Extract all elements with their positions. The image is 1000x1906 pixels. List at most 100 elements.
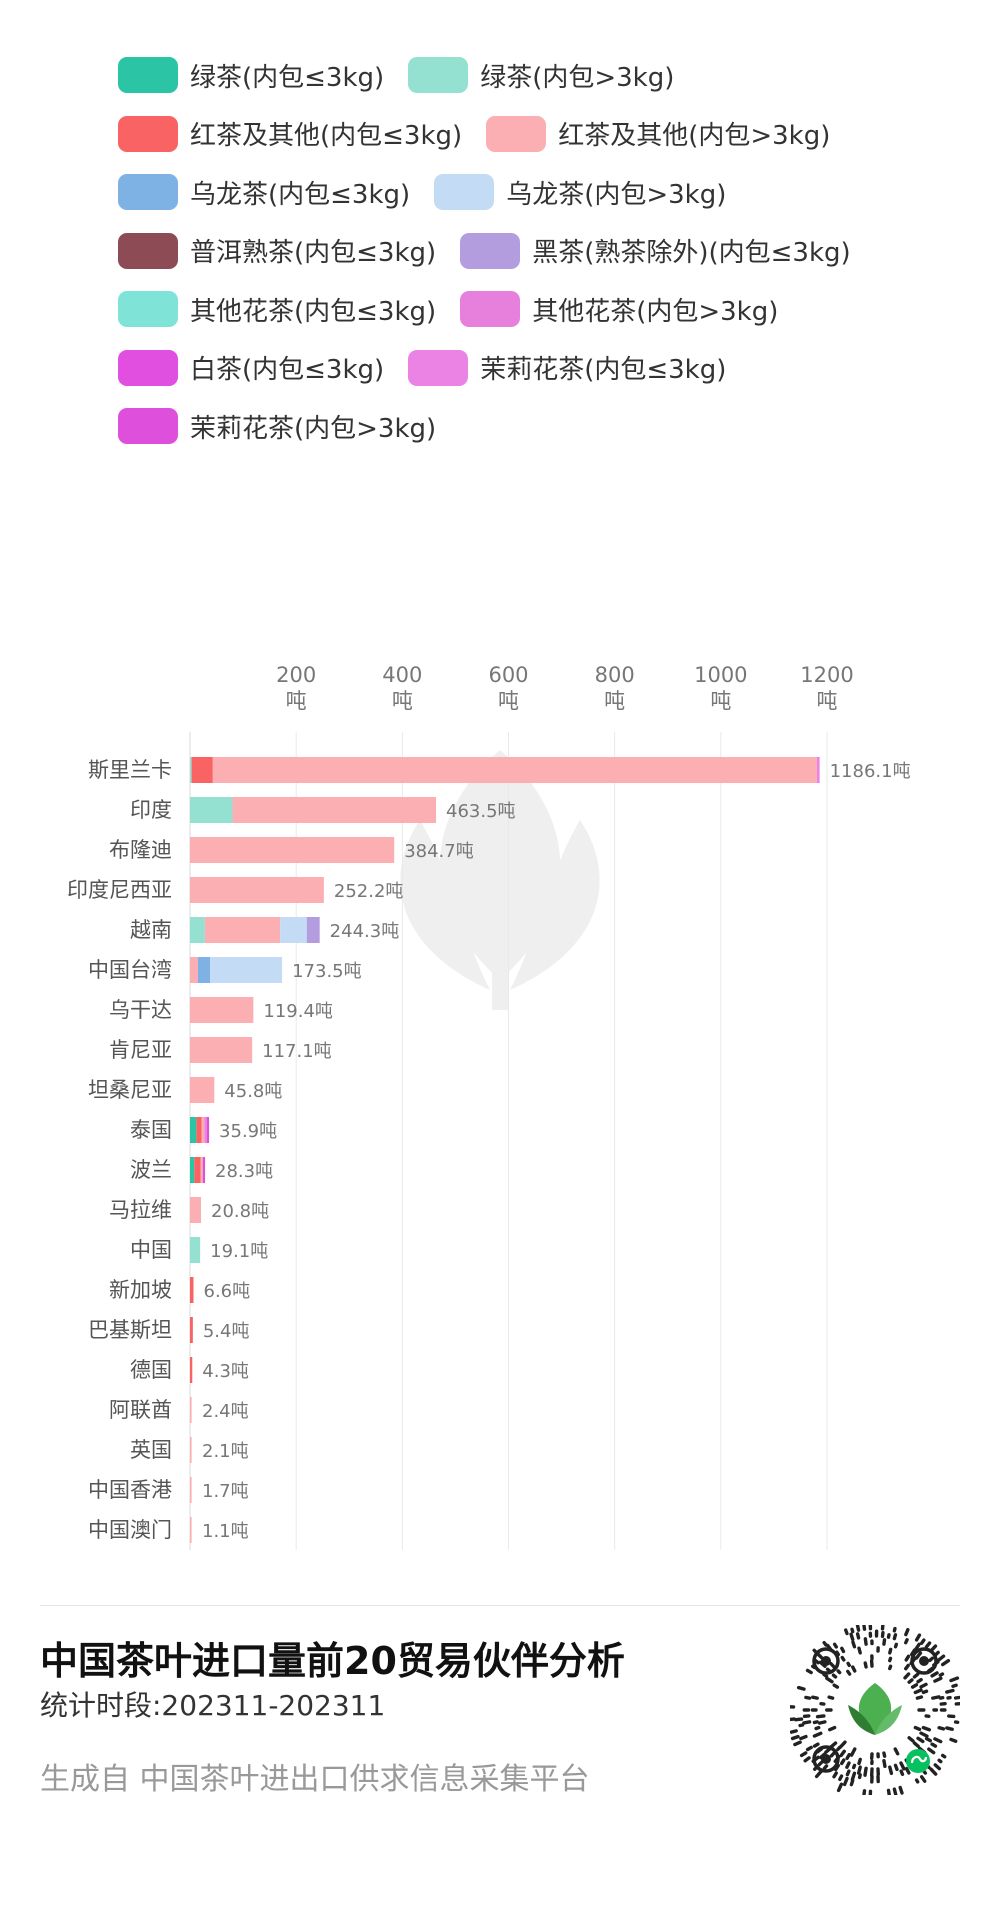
legend-item[interactable]: 乌龙茶(内包≤3kg): [118, 174, 410, 211]
bar-segment: [190, 1397, 192, 1423]
bar-segment: [206, 1117, 210, 1143]
category-label: 印度尼西亚: [67, 878, 172, 902]
category-label: 中国香港: [88, 1478, 172, 1502]
x-tick-unit: 吨: [817, 689, 838, 713]
bar-value-label: 2.4吨: [202, 1401, 249, 1422]
legend-label: 绿茶(内包≤3kg): [190, 62, 385, 93]
x-tick-unit: 吨: [286, 689, 307, 713]
bar-segment: [190, 1317, 193, 1343]
legend-label: 红茶及其他(内包≤3kg): [190, 121, 463, 152]
bar-segment: [196, 1117, 202, 1143]
bar-segment: [197, 957, 211, 983]
legend-row: 绿茶(内包≤3kg) 绿茶(内包>3kg): [118, 46, 978, 105]
bar-segment: [204, 1117, 207, 1143]
legend-label: 绿茶(内包>3kg): [480, 62, 675, 93]
category-label: 巴基斯坦: [88, 1318, 172, 1342]
legend-label: 其他花茶(内包≤3kg): [190, 296, 437, 327]
source-note: 生成自 中国茶叶进出口供求信息采集平台: [40, 1762, 590, 1797]
x-tick-label: 600: [488, 663, 528, 687]
x-tick-label: 800: [595, 663, 635, 687]
bar-value-label: 117.1吨: [262, 1041, 332, 1062]
bar-value-label: 1186.1吨: [830, 761, 911, 782]
legend-item[interactable]: 绿茶(内包≤3kg): [118, 57, 384, 94]
legend-row: 白茶(内包≤3kg) 茉莉花茶(内包≤3kg): [118, 339, 978, 398]
legend-item[interactable]: 红茶及其他(内包>3kg): [486, 115, 830, 152]
legend-swatch: [118, 232, 178, 269]
bar-segment: [190, 957, 198, 983]
legend-swatch: [486, 115, 547, 152]
bar-segment: [190, 1197, 202, 1223]
bar-segment: [190, 997, 254, 1023]
bar-segment: [280, 917, 307, 943]
bar-value-label: 1.1吨: [202, 1521, 249, 1542]
legend-item[interactable]: 茉莉花茶(内包≤3kg): [408, 349, 726, 386]
bar-segment: [190, 797, 233, 823]
legend-item[interactable]: 黑茶(熟茶除外)(内包≤3kg): [460, 232, 851, 269]
category-label: 泰国: [130, 1118, 172, 1142]
legend-item[interactable]: 白茶(内包≤3kg): [118, 349, 384, 386]
bar-segment: [816, 757, 820, 783]
x-tick-unit: 吨: [710, 689, 731, 713]
x-tick-label: 1200: [800, 663, 853, 687]
legend-swatch: [408, 57, 469, 94]
legend-row: 茉莉花茶(内包>3kg): [118, 397, 978, 456]
category-label: 中国: [130, 1238, 172, 1262]
bar-segment: [194, 1157, 201, 1183]
category-label: 越南: [130, 918, 172, 942]
legend-swatch: [434, 174, 495, 211]
bar-segment: [190, 1277, 194, 1303]
category-label: 中国台湾: [88, 958, 172, 982]
bar-value-label: 35.9吨: [219, 1121, 277, 1142]
legend-swatch: [408, 349, 469, 386]
legend-item[interactable]: 茉莉花茶(内包>3kg): [118, 408, 436, 445]
bar-segment: [232, 797, 437, 823]
legend-swatch: [118, 115, 178, 152]
bar-value-label: 463.5吨: [446, 801, 516, 822]
legend-item[interactable]: 其他花茶(内包>3kg): [460, 291, 778, 328]
legend-row: 其他花茶(内包≤3kg) 其他花茶(内包>3kg): [118, 280, 978, 339]
bar-value-label: 45.8吨: [224, 1081, 282, 1102]
category-label: 波兰: [130, 1158, 172, 1182]
legend-item[interactable]: 其他花茶(内包≤3kg): [118, 291, 436, 328]
bar-segment: [190, 1237, 201, 1263]
bar-segment: [190, 917, 205, 943]
bar-value-label: 5.4吨: [203, 1321, 250, 1342]
bar-segment: [190, 1077, 215, 1103]
category-label: 英国: [130, 1438, 172, 1462]
legend-item[interactable]: 乌龙茶(内包>3kg): [434, 174, 726, 211]
legend-label: 普洱熟茶(内包≤3kg): [190, 238, 437, 269]
legend-swatch: [118, 291, 178, 328]
category-label: 中国澳门: [88, 1518, 172, 1542]
legend-swatch: [118, 57, 178, 94]
bar-value-label: 28.3吨: [215, 1161, 273, 1182]
mini-program-code[interactable]: [790, 1625, 960, 1795]
bar-segment: [306, 917, 320, 943]
x-tick-unit: 吨: [392, 689, 413, 713]
bar-value-label: 20.8吨: [211, 1201, 269, 1222]
x-tick-unit: 吨: [604, 689, 625, 713]
category-label: 肯尼亚: [109, 1038, 172, 1062]
bar-segment: [190, 1117, 197, 1143]
category-label: 乌干达: [109, 998, 172, 1022]
bar-segment: [201, 1117, 205, 1143]
bar-segment: [202, 1157, 206, 1183]
bar-value-label: 119.4吨: [263, 1001, 333, 1022]
legend-item[interactable]: 红茶及其他(内包≤3kg): [118, 115, 462, 152]
bar-segment: [200, 1157, 203, 1183]
legend-label: 其他花茶(内包>3kg): [532, 296, 779, 327]
footer-divider: [40, 1605, 960, 1606]
legend-label: 黑茶(熟茶除外)(内包≤3kg): [532, 238, 851, 269]
legend-item[interactable]: 绿茶(内包>3kg): [408, 57, 674, 94]
bar-value-label: 19.1吨: [210, 1241, 268, 1262]
category-label: 德国: [130, 1358, 172, 1382]
bar-segment: [210, 957, 283, 983]
bar-segment: [190, 1357, 193, 1383]
bar-segment: [190, 837, 395, 863]
x-tick-label: 1000: [694, 663, 747, 687]
legend-item[interactable]: 普洱熟茶(内包≤3kg): [118, 232, 436, 269]
legend-label: 乌龙茶(内包>3kg): [506, 179, 727, 210]
legend-label: 茉莉花茶(内包≤3kg): [480, 355, 727, 386]
bar-segment: [190, 1437, 192, 1463]
bar-segment: [190, 1517, 192, 1543]
category-label: 斯里兰卡: [88, 758, 172, 782]
